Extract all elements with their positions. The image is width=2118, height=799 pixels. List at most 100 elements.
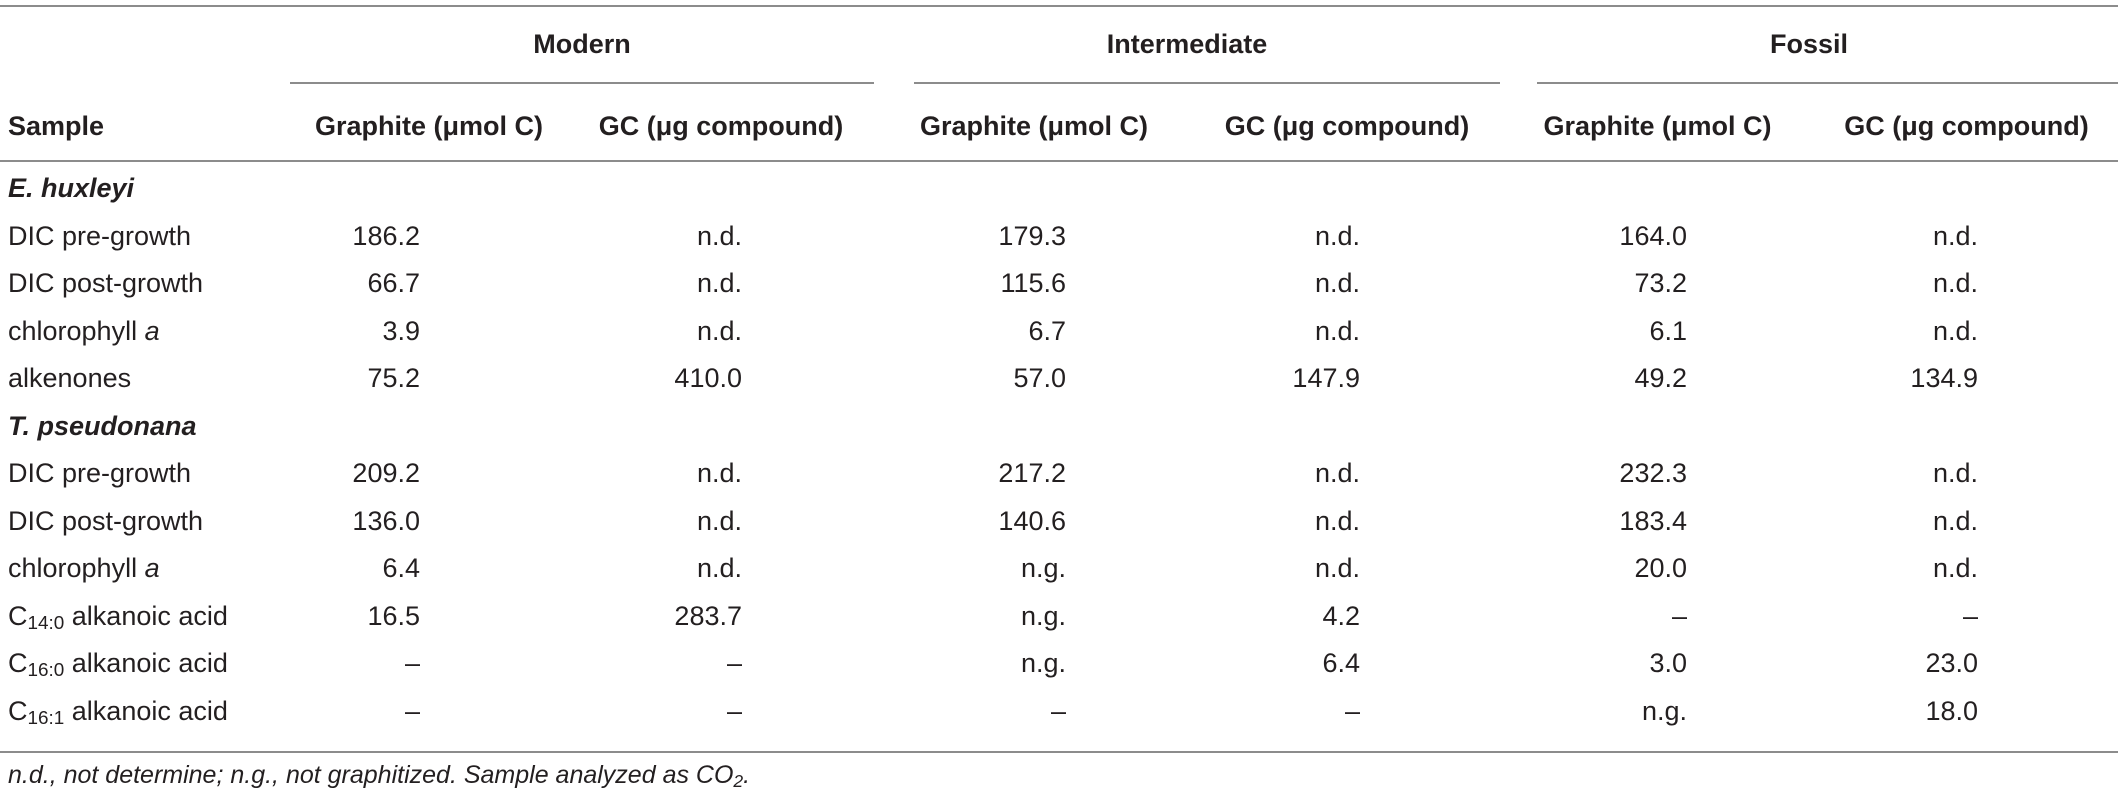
graphite-value-cell: – (1671, 600, 1687, 631)
header-bottom-rule (0, 160, 2118, 162)
graphite-value-cell: 186.2 (352, 220, 420, 251)
graphite-value-cell: 164.0 (1619, 220, 1687, 251)
table-row: alkenones 75.2 410.0 57.0 147.9 49.2 134.9 (0, 355, 2118, 403)
graphite-value-cell: 6.7 (1028, 315, 1066, 346)
sample-name-text: alkenones (8, 363, 132, 394)
table-row: DIC post-growth 136.0 n.d. 140.6 n.d. 183.4 n.… (0, 498, 2118, 546)
column-header-sample: Sample (8, 110, 105, 141)
gc-value-cell: n.d. (696, 458, 742, 489)
sample-name-cell: alkenones (0, 355, 290, 403)
graphite-value-cell: 140.6 (998, 505, 1066, 536)
graphite-value-cell: n.g. (1641, 695, 1687, 726)
graphite-value-cell: 66.7 (367, 268, 420, 299)
table-row: C16:0 alkanoic acid – – n.g. 6.4 3.0 23.0 (0, 640, 2118, 688)
gc-value-cell: n.d. (696, 268, 742, 299)
table-footnote: n.d., not determine; n.g., not graphitiz… (8, 761, 750, 790)
gc-value-cell: n.d. (696, 315, 742, 346)
gc-value-cell: n.d. (1314, 458, 1360, 489)
sample-name-text: chlorophyll (8, 553, 145, 584)
footnote-end: . (743, 761, 751, 789)
gc-value-cell: 6.4 (1322, 648, 1360, 679)
sample-name-text: DIC post-growth (8, 505, 204, 536)
results-table: Modern Intermediate Fossil Sample Graphi… (0, 5, 2118, 735)
table-row: chlorophyll a 6.4 n.d. n.g. n.d. 20.0 n.d. (0, 545, 2118, 593)
sample-name-cell: DIC post-growth (0, 260, 290, 308)
sample-name-text: DIC pre-growth (8, 220, 192, 251)
gc-value-cell: n.d. (696, 220, 742, 251)
gc-value-cell: n.d. (1932, 268, 1978, 299)
graphite-value-cell: 136.0 (352, 505, 420, 536)
sample-name-subscript: 16:0 (27, 660, 65, 682)
modern-group-rule (290, 82, 874, 84)
sample-name-italic: a (144, 315, 160, 346)
footnote-subscript: 2 (733, 771, 744, 791)
graphite-value-cell: 75.2 (367, 363, 420, 394)
sample-name-text: C (8, 695, 28, 726)
table-top-rule (0, 5, 2118, 7)
sample-name-cell: chlorophyll a (0, 308, 290, 356)
sample-name-text: C (8, 648, 28, 679)
graphite-value-cell: – (1050, 695, 1066, 726)
gc-value-cell: n.d. (1314, 220, 1360, 251)
gc-value-cell: 283.7 (674, 600, 742, 631)
graphite-value-cell: n.g. (1020, 600, 1066, 631)
gc-value-cell: n.d. (1314, 553, 1360, 584)
graphite-value-cell: 179.3 (998, 220, 1066, 251)
graphite-value-cell: 183.4 (1619, 505, 1687, 536)
fossil-group-rule (1537, 82, 2118, 84)
table-row: C14:0 alkanoic acid 16.5 283.7 n.g. 4.2 – – (0, 593, 2118, 641)
sample-name-suffix: alkanoic acid (64, 600, 228, 631)
sample-name-subscript: 14:0 (27, 612, 65, 634)
sample-name-cell: C16:1 alkanoic acid (0, 688, 290, 736)
column-header-gc: GC (μg compound) (1844, 110, 2089, 141)
sample-name-subscript: 16:1 (27, 707, 65, 729)
column-header-gc: GC (μg compound) (1224, 110, 1470, 141)
graphite-value-cell: 6.4 (382, 553, 420, 584)
sample-name-text: DIC post-growth (8, 268, 204, 299)
graphite-value-cell: 3.0 (1649, 648, 1687, 679)
column-header-gc: GC (μg compound) (598, 110, 844, 141)
graphite-value-cell: 6.1 (1649, 315, 1687, 346)
graphite-value-cell: 20.0 (1634, 553, 1687, 584)
column-header-graphite: Graphite (μmol C) (1543, 110, 1772, 141)
graphite-value-cell: 57.0 (1013, 363, 1066, 394)
sample-name-suffix: alkanoic acid (64, 648, 228, 679)
column-header-graphite: Graphite (μmol C) (314, 110, 544, 141)
group-header-row: Modern Intermediate Fossil (0, 5, 2118, 87)
gc-value-cell: 18.0 (1925, 695, 1978, 726)
graphite-value-cell: n.g. (1020, 648, 1066, 679)
graphite-value-cell: 209.2 (352, 458, 420, 489)
gc-value-cell: 410.0 (674, 363, 742, 394)
gc-value-cell: – (1962, 600, 1978, 631)
gc-value-cell: n.d. (1932, 505, 1978, 536)
table-body: E. huxleyi DIC pre-growth 186.2 n.d. 179.3 n.… (0, 165, 2118, 735)
table-row: C16:1 alkanoic acid – – – – n.g. 18.0 (0, 688, 2118, 736)
table-row: chlorophyll a 3.9 n.d. 6.7 n.d. 6.1 n.d. (0, 308, 2118, 356)
intermediate-group-rule (914, 82, 1500, 84)
column-header-graphite: Graphite (μmol C) (919, 110, 1149, 141)
table-row: DIC pre-growth 186.2 n.d. 179.3 n.d. 164.0 n.d… (0, 213, 2118, 261)
gc-value-cell: 23.0 (1925, 648, 1978, 679)
gc-value-cell: n.d. (1932, 315, 1978, 346)
gc-value-cell: 4.2 (1322, 600, 1360, 631)
species-row: E. huxleyi (0, 165, 2118, 213)
graphite-value-cell: 3.9 (382, 315, 420, 346)
gc-value-cell: – (726, 695, 742, 726)
sample-name-text: DIC pre-growth (8, 458, 192, 489)
graphite-value-cell: 115.6 (1000, 268, 1066, 299)
gc-value-cell: n.d. (1932, 458, 1978, 489)
gc-value-cell: n.d. (1314, 268, 1360, 299)
footnote-text: n.d., not determine; n.g., not graphitiz… (8, 761, 734, 789)
graphite-value-cell: 49.2 (1634, 363, 1687, 394)
table-row: DIC pre-growth 209.2 n.d. 217.2 n.d. 232.3 n.d… (0, 450, 2118, 498)
sample-name-cell: DIC pre-growth (0, 213, 290, 261)
gc-value-cell: n.d. (1314, 315, 1360, 346)
group-header-fossil: Fossil (1769, 28, 1849, 59)
sample-name-cell: DIC pre-growth (0, 450, 290, 498)
gc-value-cell: n.d. (1314, 505, 1360, 536)
gc-value-cell: n.d. (1932, 553, 1978, 584)
sample-name-cell: DIC post-growth (0, 498, 290, 546)
sample-name-suffix: alkanoic acid (64, 695, 228, 726)
gc-value-cell: n.d. (696, 553, 742, 584)
sample-name-cell: chlorophyll a (0, 545, 290, 593)
